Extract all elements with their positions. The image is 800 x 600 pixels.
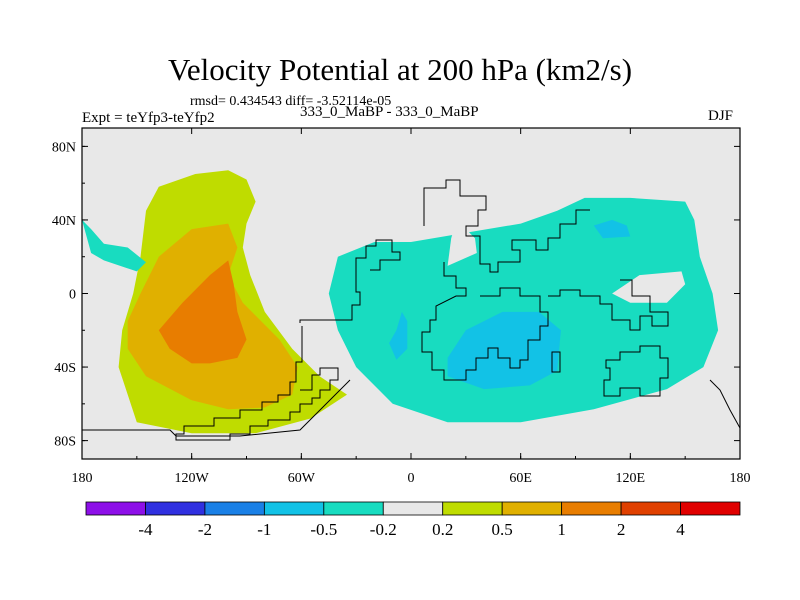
coastline-new-zealand xyxy=(709,379,740,429)
colorbar-label: -0.2 xyxy=(370,520,397,539)
colorbar-swatch xyxy=(85,501,146,516)
colorbar-swatch xyxy=(204,501,265,516)
coastline-antarctica xyxy=(82,379,351,437)
coastline-australia xyxy=(603,345,669,397)
colorbar-label: -1 xyxy=(257,520,271,539)
colorbar-label: -2 xyxy=(198,520,212,539)
x-tick-label: 180 xyxy=(730,471,751,486)
stats-label: rmsd= 0.434543 diff= -3.52114e-05 xyxy=(190,94,392,109)
colorbar-swatch xyxy=(263,501,325,516)
coastline-asia xyxy=(548,279,669,331)
x-tick-label: 120W xyxy=(175,471,210,486)
colorbar-label: 0.5 xyxy=(492,520,513,539)
coastline-madagascar xyxy=(551,351,561,373)
coastline-europe xyxy=(423,179,590,273)
season-label: DJF xyxy=(708,108,734,124)
colorbar-label: 4 xyxy=(676,520,685,539)
x-tick-label: 60E xyxy=(509,471,532,486)
coastline-americas xyxy=(299,239,401,323)
x-tick-label: 0 xyxy=(408,471,415,486)
y-tick-label: 40S xyxy=(54,361,76,376)
colorbar-label: -4 xyxy=(138,520,153,539)
contour-region-5 xyxy=(328,197,719,423)
case-label: 333_0_MaBP - 333_0_MaBP xyxy=(300,104,479,120)
coastline-africa xyxy=(421,262,549,381)
contour-region-6 xyxy=(389,311,408,360)
colorbar-label: -0.5 xyxy=(310,520,337,539)
colorbar-label: 2 xyxy=(617,520,626,539)
contour-region-4 xyxy=(82,219,146,272)
colorbar-label: 1 xyxy=(557,520,566,539)
colorbar-swatch xyxy=(323,501,384,516)
coastline-south-america xyxy=(175,326,339,441)
x-tick-label: 60W xyxy=(288,471,316,486)
colorbar-swatch xyxy=(620,501,681,516)
contour-region-8 xyxy=(593,219,631,239)
y-tick-label: 80N xyxy=(52,140,76,155)
contour-region-9 xyxy=(612,271,686,303)
colorbar-swatch xyxy=(442,501,503,516)
chart-title: Velocity Potential at 200 hPa (km2/s) xyxy=(167,52,633,87)
contour-region-10 xyxy=(447,219,477,266)
colorbar-swatch xyxy=(501,501,563,516)
colorbar-swatch xyxy=(382,501,444,516)
y-tick-label: 0 xyxy=(69,288,76,303)
experiment-label: Expt = teYfp3-teYfp2 xyxy=(82,110,215,126)
y-tick-label: 40N xyxy=(52,214,76,229)
colorbar-swatch xyxy=(561,501,622,516)
colorbar-swatch xyxy=(680,501,741,516)
y-tick-label: 80S xyxy=(54,435,76,450)
contour-region-3 xyxy=(158,260,247,364)
x-tick-label: 120E xyxy=(616,471,646,486)
x-tick-label: 180 xyxy=(72,471,93,486)
colorbar-label: 0.2 xyxy=(432,520,453,539)
colorbar-swatch xyxy=(145,501,206,516)
